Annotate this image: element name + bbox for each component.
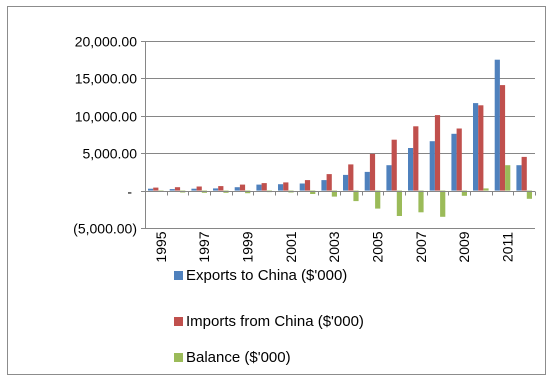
legend-item-balance: Balance ($'000) bbox=[174, 347, 291, 367]
exports-bar bbox=[191, 188, 197, 191]
imports-bar bbox=[218, 186, 224, 191]
exports-bar bbox=[321, 180, 327, 191]
exports-bar bbox=[234, 187, 240, 191]
legend-item-exports: Exports to China ($'000) bbox=[174, 265, 347, 285]
x-tick-label: 2011 bbox=[500, 232, 516, 262]
imports-bar bbox=[326, 174, 332, 191]
imports-bar bbox=[153, 187, 159, 191]
x-tick-label: 2005 bbox=[370, 231, 386, 262]
x-tick-label: 2003 bbox=[326, 231, 342, 262]
x-tick-label: 2009 bbox=[456, 231, 472, 262]
x-tick-label: 1997 bbox=[196, 231, 212, 262]
y-tick-label: (5,000.00) bbox=[73, 221, 137, 237]
legend-label-balance: Balance ($'000) bbox=[186, 348, 291, 366]
imports-bar bbox=[413, 126, 419, 191]
imports-bar bbox=[369, 153, 376, 191]
exports-bar bbox=[429, 141, 435, 191]
balance-bar bbox=[396, 190, 402, 216]
exports-bar bbox=[364, 171, 370, 191]
exports-bar bbox=[473, 103, 479, 191]
y-tick-label: 10,000.00 bbox=[75, 109, 137, 125]
balance-bar bbox=[353, 190, 359, 202]
x-axis-tick-labels: 1995 1997 1999 2001 2003 2005 2007 2009 2011 bbox=[153, 231, 516, 262]
exports-bar bbox=[451, 133, 457, 191]
imports-bar bbox=[261, 183, 267, 191]
x-tick-label: 2007 bbox=[413, 231, 429, 262]
legend-item-imports: Imports from China ($'000) bbox=[174, 311, 364, 331]
imports-bar bbox=[283, 182, 289, 191]
balance-bar bbox=[461, 190, 467, 196]
exports-bar bbox=[213, 188, 219, 191]
exports-bar bbox=[299, 183, 305, 191]
y-axis-tick-labels: 20,000.00 15,000.00 10,000.00 5,000.00 - (5,0… bbox=[73, 34, 137, 237]
exports-bar bbox=[343, 174, 349, 191]
imports-bar bbox=[348, 164, 354, 191]
y-tick-label: 20,000.00 bbox=[75, 34, 137, 50]
legend-swatch-imports bbox=[174, 316, 183, 326]
x-tick-label: 1999 bbox=[240, 231, 256, 262]
exports-bar bbox=[148, 188, 154, 191]
exports-bar bbox=[256, 184, 262, 191]
exports-bar bbox=[494, 59, 500, 191]
imports-bar bbox=[456, 128, 462, 191]
balance-bar bbox=[526, 190, 532, 199]
gridlines bbox=[141, 41, 536, 229]
legend-label-exports: Exports to China ($'000) bbox=[186, 266, 348, 284]
balance-bar bbox=[331, 190, 337, 197]
balance-bar bbox=[310, 190, 316, 194]
legend-swatch-balance bbox=[174, 352, 183, 362]
bars bbox=[148, 59, 532, 217]
y-tick-label: 5,000.00 bbox=[83, 146, 138, 162]
imports-bar bbox=[196, 186, 202, 191]
exports-bar bbox=[516, 165, 522, 191]
imports-bar bbox=[434, 115, 441, 191]
imports-bar bbox=[478, 105, 484, 191]
balance-bar bbox=[418, 190, 424, 213]
y-tick-label: - bbox=[127, 184, 132, 200]
exports-bar bbox=[386, 165, 392, 191]
x-tick-label: 2001 bbox=[283, 231, 299, 262]
imports-bar bbox=[304, 180, 311, 191]
imports-bar bbox=[391, 139, 397, 191]
legend-swatch-exports bbox=[174, 270, 183, 280]
imports-bar bbox=[239, 184, 246, 191]
bar-chart: 20,000.00 15,000.00 10,000.00 5,000.00 - (5,0… bbox=[73, 34, 536, 263]
balance-bar bbox=[440, 190, 446, 217]
balance-bar bbox=[375, 190, 381, 209]
chart-frame: 20,000.00 15,000.00 10,000.00 5,000.00 - (5,0… bbox=[7, 6, 546, 375]
exports-bar bbox=[408, 148, 414, 191]
x-tick-label: 1995 bbox=[153, 231, 169, 262]
exports-bar bbox=[278, 184, 284, 191]
balance-bar bbox=[505, 165, 511, 191]
y-tick-label: 15,000.00 bbox=[75, 71, 137, 87]
exports-bar bbox=[169, 189, 175, 191]
balance-bar bbox=[483, 188, 489, 191]
imports-bar bbox=[499, 85, 506, 191]
imports-bar bbox=[174, 187, 181, 191]
legend-label-imports: Imports from China ($'000) bbox=[186, 312, 364, 330]
imports-bar bbox=[521, 156, 527, 191]
